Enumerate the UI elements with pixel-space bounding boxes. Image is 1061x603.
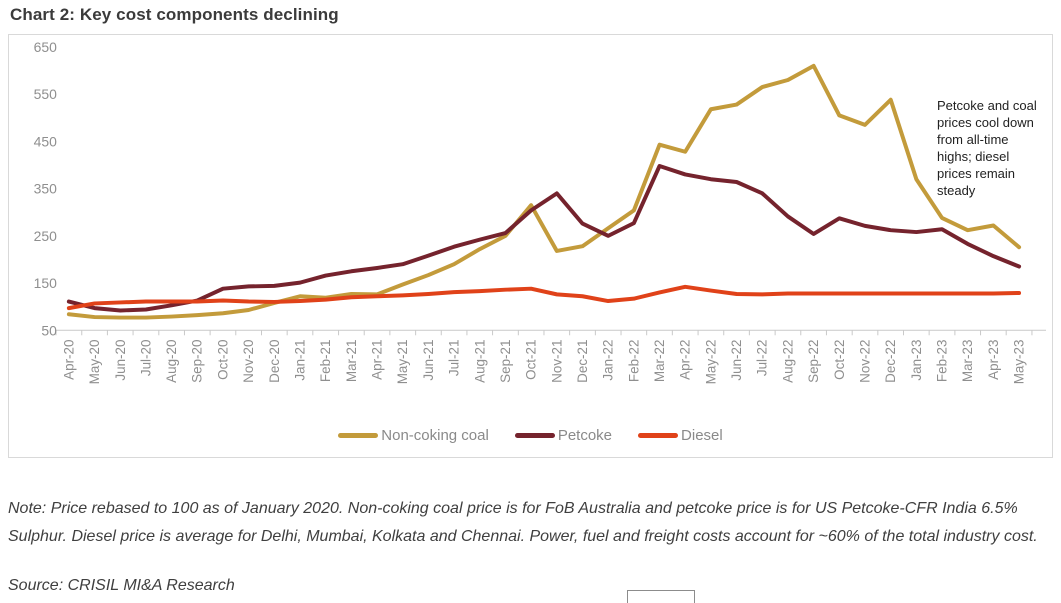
series-line-petcoke bbox=[66, 163, 1022, 313]
y-axis-label: 350 bbox=[34, 181, 58, 197]
legend-swatch-non-coking-coal bbox=[338, 433, 379, 438]
source-text: Source: CRISIL MI&A Research bbox=[8, 577, 235, 594]
y-axis-label: 50 bbox=[41, 322, 57, 338]
y-axis-label: 450 bbox=[34, 133, 58, 149]
y-axis-label: 150 bbox=[34, 275, 58, 291]
x-axis-label: Sep-20 bbox=[190, 340, 205, 383]
legend-swatch-diesel bbox=[638, 433, 679, 438]
x-axis-label: Apr-21 bbox=[370, 340, 385, 380]
legend-label-diesel: Diesel bbox=[681, 427, 723, 444]
x-axis-label: Nov-20 bbox=[241, 340, 256, 383]
legend-item-petcoke: Petcoke bbox=[514, 427, 613, 444]
x-axis-label: Jan-22 bbox=[601, 340, 616, 381]
series-line-diesel bbox=[66, 284, 1022, 311]
x-axis-label: Apr-20 bbox=[61, 340, 76, 380]
legend-swatch-petcoke bbox=[514, 433, 555, 438]
series-line-non-coking-coal bbox=[66, 63, 1022, 320]
x-axis-label: Dec-20 bbox=[267, 340, 282, 383]
x-axis-label: Jun-22 bbox=[729, 340, 744, 381]
x-axis-label: Jun-20 bbox=[113, 340, 128, 381]
x-axis-label: May-20 bbox=[87, 340, 102, 385]
y-axis-label: 250 bbox=[34, 228, 58, 244]
x-axis-label: Apr-23 bbox=[986, 340, 1001, 380]
chart-legend: Non-coking coal Petcoke Diesel bbox=[9, 427, 1052, 444]
x-axis-label: Feb-21 bbox=[318, 340, 333, 383]
x-axis-label: Mar-21 bbox=[344, 340, 359, 383]
legend-item-non-coking-coal: Non-coking coal bbox=[338, 427, 489, 444]
x-axis-label: Apr-22 bbox=[678, 340, 693, 380]
x-axis-label: Aug-22 bbox=[780, 340, 795, 383]
note-text: Note: Price rebased to 100 as of January… bbox=[8, 500, 1038, 545]
legend-label-non-coking-coal: Non-coking coal bbox=[381, 427, 489, 444]
chart-title: Chart 2: Key cost components declining bbox=[10, 5, 339, 24]
x-axis-label: Nov-21 bbox=[549, 340, 564, 383]
x-axis-label: Jul-20 bbox=[138, 340, 153, 377]
x-axis-label: Jun-21 bbox=[421, 340, 436, 381]
x-axis-label: May-23 bbox=[1012, 340, 1027, 385]
x-axis-label: Feb-23 bbox=[934, 340, 949, 383]
x-axis-label: Aug-20 bbox=[164, 340, 179, 383]
x-axis-label: Jan-23 bbox=[909, 340, 924, 381]
x-axis-label: Sep-21 bbox=[498, 340, 513, 383]
x-axis-label: Jul-21 bbox=[447, 340, 462, 377]
x-axis-label: Sep-22 bbox=[806, 340, 821, 383]
x-axis-label: Jan-21 bbox=[293, 340, 308, 381]
line-chart: 650 550 450 350 250 150 50 Apr-20 May-20 Jun-20 Ju… bbox=[34, 39, 1047, 385]
x-axis-label: Oct-20 bbox=[215, 340, 230, 380]
x-axis-label: Feb-22 bbox=[626, 340, 641, 383]
y-axis-label: 550 bbox=[34, 86, 58, 102]
y-axis-label: 650 bbox=[34, 39, 58, 55]
legend-item-diesel: Diesel bbox=[638, 427, 723, 444]
x-axis-label: Oct-21 bbox=[524, 340, 539, 380]
x-axis-label: May-22 bbox=[703, 340, 718, 385]
chart-annotation: Petcoke and coal prices cool down from a… bbox=[937, 98, 1037, 198]
x-axis-label: Mar-23 bbox=[960, 340, 975, 383]
x-axis-label: Mar-22 bbox=[652, 340, 667, 383]
legend-label-petcoke: Petcoke bbox=[557, 427, 613, 444]
x-axis-label: Dec-21 bbox=[575, 340, 590, 383]
x-axis-label: Aug-21 bbox=[472, 340, 487, 383]
x-axis-label: May-21 bbox=[395, 340, 410, 385]
x-axis-label: Jul-22 bbox=[755, 340, 770, 377]
x-axis-label: Nov-22 bbox=[857, 340, 872, 383]
x-axis-label: Dec-22 bbox=[883, 340, 898, 383]
partial-box bbox=[627, 590, 695, 603]
chart-container: 650 550 450 350 250 150 50 Apr-20 May-20 Jun-20 Ju… bbox=[8, 34, 1053, 458]
x-axis-label: Oct-22 bbox=[832, 340, 847, 380]
